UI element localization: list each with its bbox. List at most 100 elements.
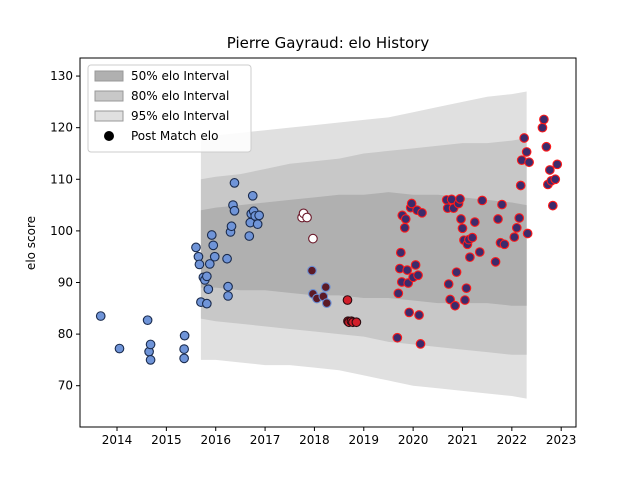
data-point <box>247 190 258 201</box>
data-point <box>456 214 466 224</box>
data-point <box>223 281 233 292</box>
data-point <box>539 114 549 125</box>
plot-frame <box>79 57 577 428</box>
data-point <box>541 141 552 152</box>
y-tick-label: 130 <box>50 69 73 83</box>
data-point <box>415 339 426 349</box>
legend-label: 95% elo Interval <box>131 109 229 123</box>
data-point <box>413 270 423 281</box>
data-point <box>191 242 201 253</box>
x-tick-label: 2022 <box>497 433 528 447</box>
legend-label: 50% elo Interval <box>131 69 229 83</box>
data-point <box>320 282 331 292</box>
legend-swatch-80 <box>94 90 124 102</box>
data-point <box>95 311 106 321</box>
data-point <box>547 200 558 211</box>
data-point <box>544 165 555 175</box>
data-point <box>223 291 233 301</box>
data-point <box>552 159 563 170</box>
data-point <box>145 355 156 365</box>
data-point <box>194 259 205 270</box>
data-point <box>511 222 522 233</box>
x-tick-label: 2016 <box>200 433 231 447</box>
legend-box <box>87 64 252 153</box>
data-point <box>550 174 561 185</box>
data-point <box>342 295 353 305</box>
legend-marker-post-match <box>104 131 114 141</box>
y-tick-label: 80 <box>58 327 73 341</box>
data-point <box>179 353 189 364</box>
y-tick-label: 110 <box>50 172 73 186</box>
data-point <box>490 257 501 267</box>
data-point <box>410 260 421 270</box>
data-point <box>443 279 454 289</box>
data-point <box>393 288 404 299</box>
data-point <box>404 307 415 318</box>
data-point <box>519 133 530 143</box>
data-point <box>521 147 532 157</box>
data-point <box>469 217 480 227</box>
plot-inner <box>95 91 563 399</box>
data-point <box>395 247 406 258</box>
data-point <box>399 222 410 233</box>
data-point <box>203 284 214 295</box>
data-point <box>114 343 125 354</box>
y-tick-label: 100 <box>50 224 73 238</box>
data-point <box>302 212 312 223</box>
data-point <box>208 240 219 251</box>
data-point <box>351 317 362 328</box>
data-point <box>307 265 317 276</box>
x-tick-label: 2019 <box>349 433 380 447</box>
data-point <box>465 252 475 263</box>
data-point <box>467 232 478 243</box>
data-point <box>451 267 462 278</box>
data-point <box>461 283 472 294</box>
data-point <box>244 231 255 241</box>
y-axis-label: elo score <box>24 216 38 270</box>
x-tick-label: 2017 <box>250 433 281 447</box>
data-point <box>515 180 526 191</box>
legend-label: 80% elo Interval <box>131 89 229 103</box>
data-point <box>229 205 240 216</box>
data-point <box>445 294 455 305</box>
data-point <box>457 223 468 234</box>
data-point <box>493 214 503 224</box>
data-point <box>455 194 465 204</box>
data-point <box>522 228 533 239</box>
data-point <box>145 339 156 350</box>
data-point <box>474 247 485 257</box>
y-tick-label: 90 <box>58 275 73 289</box>
data-point <box>400 214 411 224</box>
legend: 50% elo Interval 80% elo Interval 95% elo … <box>87 64 252 153</box>
band-50-interval <box>200 192 527 306</box>
data-point <box>417 207 427 218</box>
data-point <box>524 157 534 168</box>
x-tick-label: 2020 <box>398 433 429 447</box>
data-point <box>460 295 470 305</box>
data-point <box>142 315 153 326</box>
plot-area: 2014 2015 2016 2017 2018 2019 2020 2021 2022 2023… <box>50 57 577 447</box>
data-point <box>308 233 318 244</box>
data-point <box>406 198 417 209</box>
data-point <box>201 271 212 282</box>
data-point <box>392 332 403 343</box>
data-point <box>499 239 510 250</box>
legend-swatch-95 <box>94 110 124 122</box>
data-point <box>179 344 189 354</box>
x-tick-label: 2014 <box>102 433 133 447</box>
data-point <box>321 298 332 308</box>
chart-title: Pierre Gayraud: elo History <box>227 34 430 52</box>
data-point <box>222 253 232 264</box>
data-point <box>252 219 263 230</box>
data-point <box>254 210 265 221</box>
data-point <box>179 330 190 341</box>
x-tick-label: 2015 <box>151 433 182 447</box>
data-point <box>229 178 240 188</box>
data-point <box>497 199 507 210</box>
data-point <box>201 298 212 309</box>
legend-label: Post Match elo <box>131 129 218 143</box>
data-point <box>477 195 488 206</box>
data-point <box>206 230 217 240</box>
data-point <box>209 251 220 262</box>
